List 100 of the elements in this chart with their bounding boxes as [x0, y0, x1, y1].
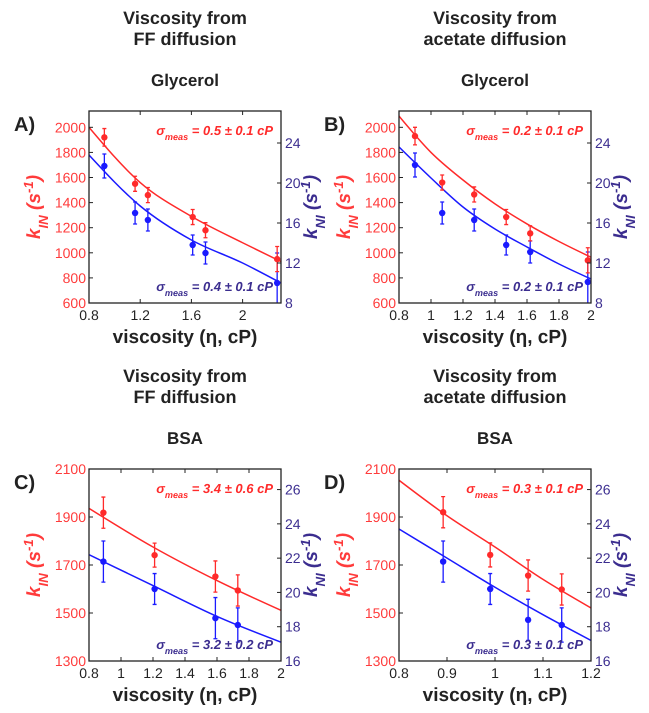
point: [440, 509, 446, 516]
point: [132, 180, 138, 187]
y-tick-label: 1500: [364, 605, 396, 621]
point: [584, 278, 591, 286]
point: [151, 586, 158, 592]
y2-tick-label: 24: [595, 135, 611, 151]
y2-tick-label: 16: [595, 215, 611, 231]
y2-tick-label: 18: [595, 618, 611, 635]
y-tick-label: 2000: [364, 119, 396, 136]
point: [524, 572, 532, 579]
y2-tick-label: 20: [285, 175, 301, 191]
x-tick-label: 1: [427, 307, 436, 323]
y2-tick-label: 20: [595, 584, 611, 600]
annotation: σ$_{meas}$ = 0.5 ± 0.1 cP: [156, 123, 274, 142]
y-tick-label: 1900: [54, 509, 86, 525]
y-tick-label: 1200: [364, 220, 396, 236]
point: [439, 179, 446, 186]
annotation: σ$_{meas}$ = 3.2 ± 0.2 cP: [156, 637, 274, 656]
point: [274, 256, 280, 262]
chart-title: Viscosity from FF diffusion: [123, 8, 247, 49]
point: [524, 616, 532, 624]
x-tick-label: 1.8: [549, 307, 569, 323]
x-tick-label: 1.6: [182, 307, 202, 323]
text: D): [324, 472, 346, 494]
x-tick-label: 2: [277, 665, 286, 681]
annotation: σ$_{meas}$ = 0.4 ± 0.1 cP: [156, 279, 274, 298]
x-tick-label: 1: [117, 665, 126, 681]
y-tick-label: 800: [372, 270, 396, 286]
y-tick-label: 2100: [54, 461, 86, 477]
point: [234, 587, 241, 594]
point: [100, 509, 107, 516]
y-tick-label: 1700: [54, 557, 86, 573]
x-tick-label: 1.2: [143, 665, 163, 681]
point: [274, 280, 280, 286]
point: [471, 216, 478, 224]
y2-tick-label: 16: [285, 653, 301, 669]
point: [558, 622, 565, 628]
chart-title: Viscosity from acetate diffusion: [423, 8, 567, 49]
point: [189, 242, 196, 248]
point: [487, 586, 494, 592]
point: [527, 230, 534, 237]
annotation: σ$_{meas}$ = 3.4 ± 0.6 cP: [156, 481, 274, 500]
point: [212, 573, 219, 580]
x-axis-title: viscosity (η, cP): [422, 685, 568, 706]
x-tick-label: 0.9: [437, 665, 457, 681]
text: C): [14, 472, 36, 494]
line-series: [399, 528, 591, 642]
y-tick-label: 1600: [364, 170, 396, 186]
point: [144, 192, 152, 198]
y-tick-label: 1800: [54, 144, 86, 160]
y2-tick-label: 26: [595, 482, 611, 498]
x-tick-label: 1.2: [130, 307, 150, 323]
chart-subtitle: Glycerol: [460, 71, 530, 90]
x-tick-label: 1.8: [239, 665, 259, 681]
point: [101, 134, 108, 141]
annotation: σ$_{meas}$ = 0.2 ± 0.1 cP: [466, 279, 584, 298]
point: [503, 214, 510, 220]
y-tick-label: 1200: [54, 220, 86, 236]
line-series: [399, 480, 591, 609]
x-axis-title: viscosity (η, cP): [112, 685, 258, 706]
point: [101, 162, 108, 170]
point: [440, 558, 446, 565]
chart-subtitle: BSA: [477, 429, 513, 448]
x-tick-label: 1.6: [517, 307, 537, 323]
x-tick-label: 1.2: [453, 307, 473, 323]
text: B): [324, 114, 346, 136]
point: [202, 250, 209, 256]
point: [144, 216, 152, 224]
point: [487, 552, 494, 558]
y-tick-label: 1900: [364, 509, 396, 525]
chart-title: Viscosity from FF diffusion: [123, 366, 247, 407]
y2-tick-label: 12: [595, 255, 611, 271]
y2-tick-label: 22: [595, 550, 611, 566]
x-axis-title: viscosity (η, cP): [422, 327, 568, 348]
x-tick-label: 2: [238, 307, 247, 323]
y-tick-label: 1500: [54, 605, 86, 621]
text: A): [14, 114, 36, 136]
y2-tick-label: 8: [595, 295, 603, 311]
x-axis-title: viscosity (η, cP): [112, 327, 258, 348]
y2-tick-label: 8: [285, 295, 293, 311]
x-tick-label: 2: [587, 307, 596, 323]
point: [132, 210, 138, 216]
annotation: σ$_{meas}$ = 0.3 ± 0.1 cP: [466, 637, 584, 656]
point: [412, 162, 418, 168]
y2-tick-label: 20: [285, 584, 301, 600]
annotation: σ$_{meas}$ = 0.3 ± 0.1 cP: [466, 481, 584, 500]
y2-tick-label: 18: [285, 618, 301, 635]
point: [212, 614, 219, 622]
y2-tick-label: 24: [595, 516, 611, 532]
y-tick-label: 1700: [364, 557, 396, 573]
y2-tick-label: 22: [285, 550, 301, 566]
y2-tick-label: 16: [285, 215, 301, 231]
y2-tick-label: 26: [285, 482, 301, 498]
annotation: σ$_{meas}$ = 0.2 ± 0.1 cP: [466, 123, 584, 142]
line-series: [89, 126, 281, 262]
point: [151, 552, 158, 558]
y-tick-label: 1400: [54, 194, 86, 211]
y-tick-label: 800: [62, 270, 86, 286]
y-tick-label: 2000: [54, 119, 86, 136]
x-tick-label: 1.4: [175, 665, 195, 681]
